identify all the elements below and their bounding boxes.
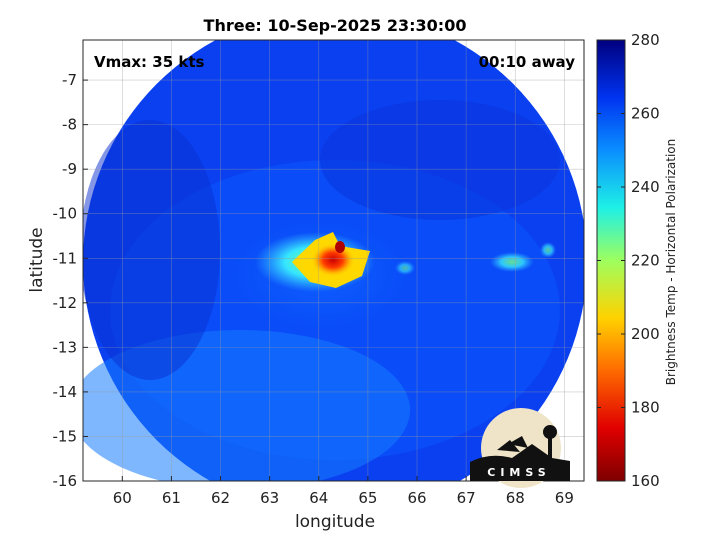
time-away-label: 00:10 away <box>479 53 576 71</box>
satellite-dish-icon-2 <box>508 436 528 448</box>
y-tick-label: -9 <box>62 160 77 178</box>
colorbar: 280 260 240 220 200 180 160 Brightness Temp - … <box>596 31 678 490</box>
plot-frame <box>82 39 585 482</box>
y-tick-label: -16 <box>53 472 78 490</box>
y-tick-label: -15 <box>53 427 78 445</box>
y-tick-label: -10 <box>53 205 78 223</box>
x-tick-label: 69 <box>555 489 574 507</box>
y-axis-label: latitude <box>27 227 47 292</box>
swath-west-band <box>83 120 220 380</box>
x-tick-label: 66 <box>407 489 426 507</box>
y-tick-label: -11 <box>53 249 78 267</box>
logo-text: CIMSS <box>487 466 550 479</box>
colorbar-tick-label: 280 <box>631 31 660 49</box>
x-axis-label: longitude <box>295 512 375 532</box>
colorbar-tick-label: 160 <box>631 472 660 490</box>
vmax-label: Vmax: 35 kts <box>94 53 204 71</box>
y-tick-label: -8 <box>62 116 77 134</box>
colorbar-ticks: 280 260 240 220 200 180 160 <box>597 31 660 490</box>
colorbar-tick-label: 240 <box>631 178 660 196</box>
plot-area <box>83 40 584 481</box>
plot-title: Three: 10-Sep-2025 23:30:00 <box>204 16 467 35</box>
y-axis-ticks: -7 -8 -9 -10 -11 -12 -13 -14 -15 -16 <box>53 71 88 490</box>
colorbar-tick-label: 200 <box>631 325 660 343</box>
x-tick-label: 64 <box>309 489 328 507</box>
x-axis-ticks: 60 61 62 63 64 65 66 67 68 69 <box>113 476 574 507</box>
x-tick-label: 62 <box>211 489 230 507</box>
cimss-logo: CIMSS <box>470 408 570 488</box>
x-tick-label: 67 <box>457 489 476 507</box>
gridlines <box>83 40 584 481</box>
x-tick-label: 65 <box>358 489 377 507</box>
water-tower-icon <box>543 425 557 439</box>
colorbar-label: Brightness Temp - Horizontal Polarizatio… <box>664 139 678 386</box>
colorbar-tick-label: 180 <box>631 399 660 417</box>
rainband-mid <box>395 261 415 275</box>
core-coldest <box>335 241 345 253</box>
core-red <box>311 243 355 277</box>
rainband-east <box>490 252 534 272</box>
x-tick-label: 61 <box>162 489 181 507</box>
colorbar-ramp <box>596 39 626 482</box>
colorbar-tick-label: 220 <box>631 252 660 270</box>
colorbar-tick-label: 260 <box>631 105 660 123</box>
swath-northeast-band <box>320 100 560 220</box>
swath-image <box>83 40 584 481</box>
x-tick-label: 68 <box>506 489 525 507</box>
rainband-far-east <box>540 242 556 258</box>
y-tick-label: -13 <box>53 338 78 356</box>
x-tick-label: 60 <box>113 489 132 507</box>
y-tick-label: -14 <box>53 383 78 401</box>
satellite-dish-icon <box>497 440 520 452</box>
x-tick-label: 63 <box>260 489 279 507</box>
water-tower-leg <box>548 438 552 460</box>
logo-ground <box>470 444 570 481</box>
y-tick-label: -7 <box>62 71 77 89</box>
y-tick-label: -12 <box>53 294 78 312</box>
